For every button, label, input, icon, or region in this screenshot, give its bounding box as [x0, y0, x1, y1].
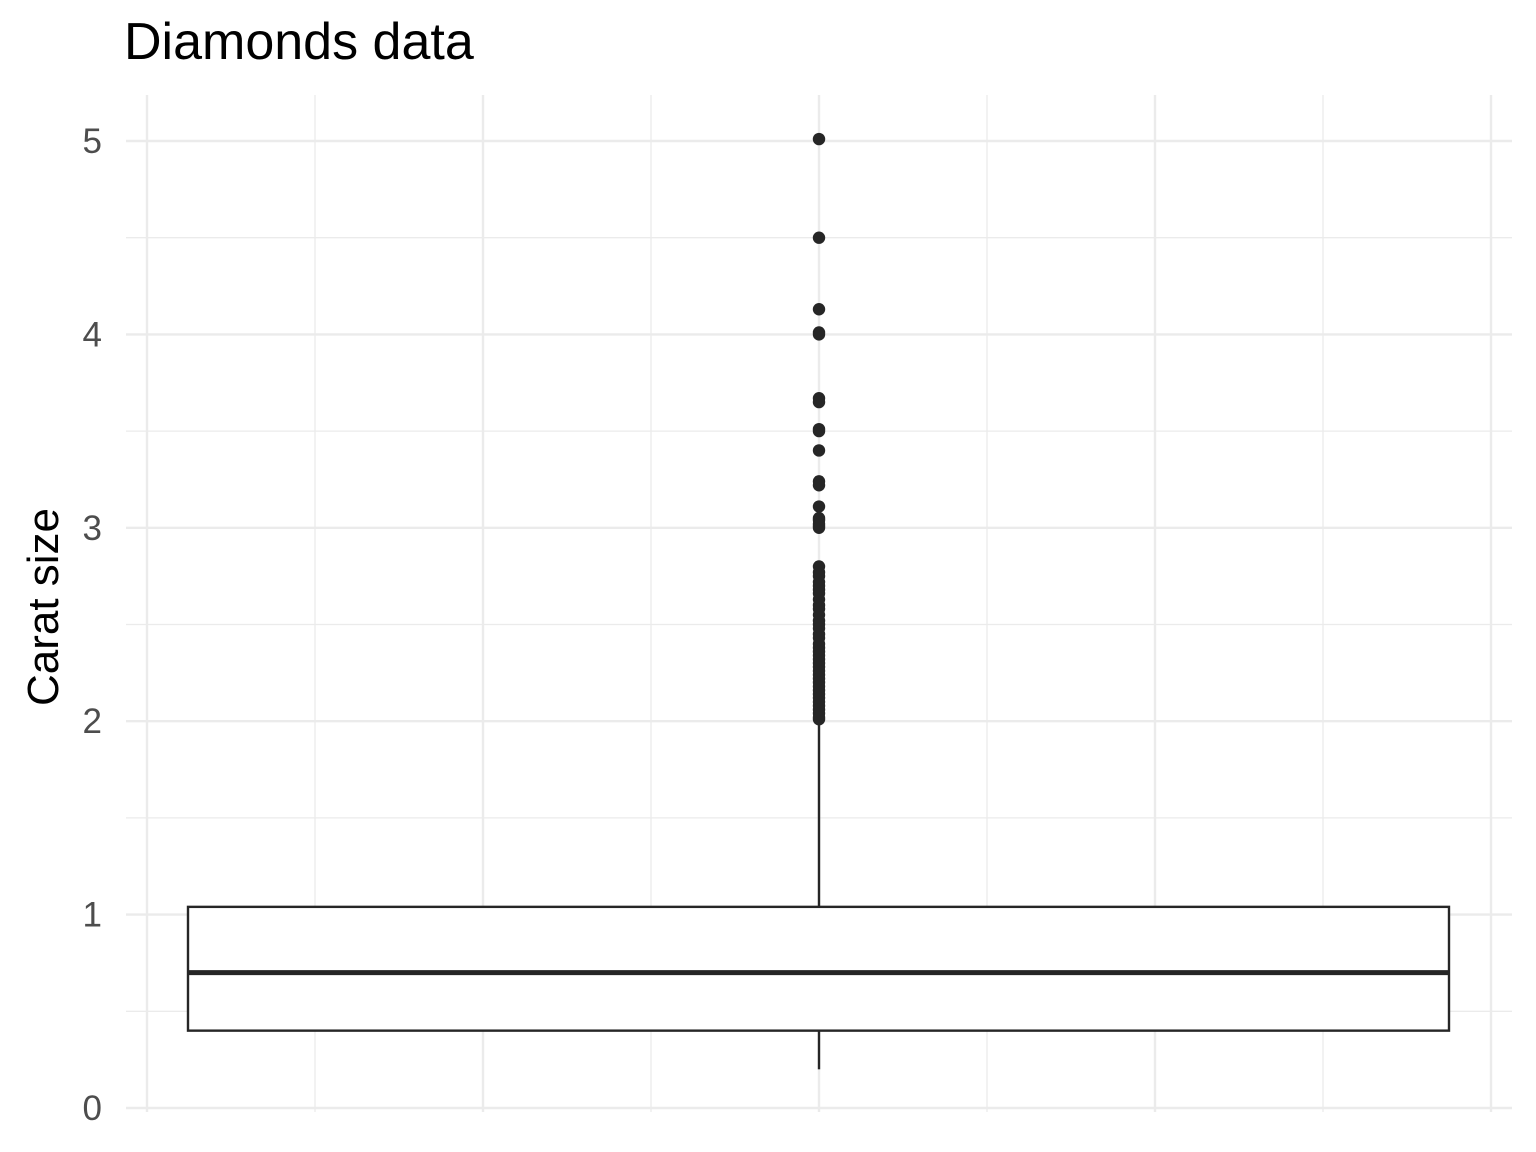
y-tick-label: 0: [83, 1089, 102, 1128]
y-axis-title: Carat size: [19, 508, 68, 706]
outlier-point: [812, 303, 826, 316]
box-element: [186, 721, 1451, 1070]
outlier-point: [812, 395, 826, 409]
outlier-point: [812, 521, 826, 534]
outlier-point: [812, 231, 826, 244]
y-tick-labels: 0 1 2 3 4 5: [83, 122, 102, 1128]
outlier-points: [812, 132, 826, 726]
y-tick-label: 1: [83, 896, 102, 935]
outlier-point: [812, 132, 826, 146]
outlier-point: [812, 328, 826, 341]
interquartile-box: [186, 905, 1451, 1032]
chart-title: Diamonds data: [124, 13, 474, 71]
y-tick-label: 5: [83, 122, 102, 161]
outlier-point: [812, 424, 826, 438]
y-tick-label: 2: [83, 702, 102, 741]
y-tick-label: 4: [83, 315, 102, 354]
y-tick-label: 3: [83, 509, 102, 548]
outlier-point: [812, 479, 826, 492]
outlier-point: [812, 500, 826, 513]
outlier-point: [812, 444, 826, 457]
outlier-point: [812, 713, 826, 726]
